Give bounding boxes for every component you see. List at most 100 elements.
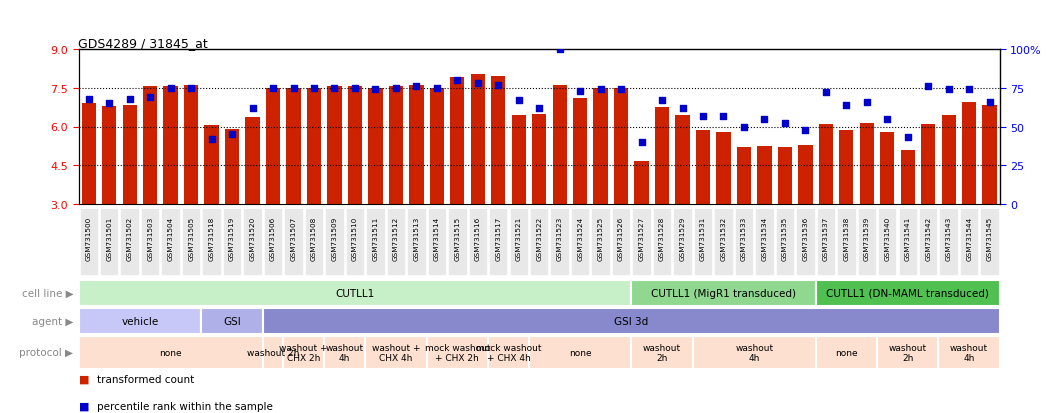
- Text: GSM731516: GSM731516: [474, 216, 481, 260]
- Text: GSM731544: GSM731544: [966, 216, 973, 260]
- FancyBboxPatch shape: [631, 336, 693, 369]
- Text: ■: ■: [79, 401, 89, 411]
- Bar: [982, 105, 997, 204]
- Text: GSM731529: GSM731529: [680, 216, 686, 260]
- FancyBboxPatch shape: [735, 208, 753, 275]
- Bar: [737, 148, 751, 204]
- Bar: [675, 116, 690, 204]
- Point: [694, 113, 711, 120]
- Bar: [225, 130, 240, 204]
- Bar: [553, 86, 566, 204]
- FancyBboxPatch shape: [426, 336, 488, 369]
- Text: GSM731526: GSM731526: [618, 216, 624, 260]
- Point: [572, 88, 588, 95]
- FancyBboxPatch shape: [529, 336, 631, 369]
- Text: transformed count: transformed count: [97, 374, 195, 384]
- Point: [838, 102, 854, 109]
- FancyBboxPatch shape: [551, 208, 569, 275]
- FancyBboxPatch shape: [101, 208, 118, 275]
- Point: [633, 139, 650, 146]
- Point: [818, 90, 834, 97]
- Point: [940, 87, 957, 93]
- Text: GSM731509: GSM731509: [332, 216, 337, 260]
- FancyBboxPatch shape: [693, 336, 816, 369]
- Text: GSM731536: GSM731536: [802, 216, 808, 260]
- Bar: [429, 88, 444, 204]
- FancyBboxPatch shape: [448, 208, 467, 275]
- Text: GSM731517: GSM731517: [495, 216, 502, 260]
- FancyBboxPatch shape: [898, 208, 917, 275]
- Point: [121, 96, 138, 103]
- FancyBboxPatch shape: [980, 208, 999, 275]
- Text: GSM731543: GSM731543: [945, 216, 952, 260]
- Text: GSM731533: GSM731533: [741, 216, 747, 260]
- FancyBboxPatch shape: [530, 208, 549, 275]
- Point: [387, 85, 404, 92]
- Text: GSM731545: GSM731545: [986, 216, 993, 260]
- Text: washout
4h: washout 4h: [326, 343, 363, 362]
- Bar: [245, 118, 260, 204]
- FancyBboxPatch shape: [202, 208, 221, 275]
- Text: GSM731539: GSM731539: [864, 216, 870, 260]
- FancyBboxPatch shape: [182, 208, 200, 275]
- FancyBboxPatch shape: [79, 308, 201, 335]
- Text: GSM731542: GSM731542: [926, 216, 931, 260]
- Text: agent ▶: agent ▶: [31, 316, 73, 326]
- Bar: [82, 104, 96, 204]
- Text: vehicle: vehicle: [121, 316, 158, 326]
- Text: GSM731537: GSM731537: [823, 216, 829, 260]
- Text: washout +
CHX 4h: washout + CHX 4h: [372, 343, 420, 362]
- Text: GSM731503: GSM731503: [148, 216, 153, 260]
- FancyBboxPatch shape: [632, 208, 651, 275]
- Text: GSM731508: GSM731508: [311, 216, 317, 260]
- Bar: [778, 148, 793, 204]
- FancyBboxPatch shape: [939, 208, 958, 275]
- Bar: [839, 131, 853, 204]
- FancyBboxPatch shape: [714, 208, 733, 275]
- Point: [449, 78, 466, 84]
- Point: [265, 85, 282, 92]
- FancyBboxPatch shape: [488, 336, 529, 369]
- FancyBboxPatch shape: [263, 308, 1000, 335]
- Bar: [941, 116, 956, 204]
- Bar: [307, 88, 321, 204]
- FancyBboxPatch shape: [960, 208, 978, 275]
- Point: [141, 95, 158, 101]
- Bar: [512, 116, 526, 204]
- Text: GSM731512: GSM731512: [393, 216, 399, 260]
- FancyBboxPatch shape: [263, 336, 284, 369]
- FancyBboxPatch shape: [919, 208, 937, 275]
- FancyBboxPatch shape: [877, 336, 938, 369]
- FancyBboxPatch shape: [816, 336, 877, 369]
- Text: GSM731523: GSM731523: [557, 216, 562, 260]
- Text: CUTLL1: CUTLL1: [335, 288, 375, 298]
- Text: GSM731511: GSM731511: [373, 216, 378, 260]
- Bar: [716, 132, 731, 204]
- FancyBboxPatch shape: [469, 208, 487, 275]
- Text: washout
4h: washout 4h: [950, 343, 988, 362]
- FancyBboxPatch shape: [592, 208, 609, 275]
- Point: [81, 96, 97, 103]
- FancyBboxPatch shape: [264, 208, 283, 275]
- Point: [961, 87, 978, 93]
- Point: [162, 85, 179, 92]
- Bar: [757, 147, 772, 204]
- FancyBboxPatch shape: [427, 208, 446, 275]
- FancyBboxPatch shape: [366, 208, 384, 275]
- Text: GSM731504: GSM731504: [168, 216, 174, 260]
- Point: [593, 87, 609, 93]
- Text: washout 2h: washout 2h: [247, 348, 299, 357]
- Text: GSM731505: GSM731505: [188, 216, 194, 260]
- FancyBboxPatch shape: [838, 208, 855, 275]
- Bar: [573, 99, 587, 204]
- Text: GSM731507: GSM731507: [290, 216, 296, 260]
- Text: GDS4289 / 31845_at: GDS4289 / 31845_at: [77, 37, 207, 50]
- Bar: [348, 87, 362, 204]
- Bar: [470, 74, 485, 204]
- Bar: [881, 132, 894, 204]
- Point: [859, 99, 875, 106]
- Bar: [594, 88, 608, 204]
- FancyBboxPatch shape: [631, 280, 816, 307]
- Text: mock washout
+ CHX 2h: mock washout + CHX 2h: [424, 343, 490, 362]
- FancyBboxPatch shape: [673, 208, 692, 275]
